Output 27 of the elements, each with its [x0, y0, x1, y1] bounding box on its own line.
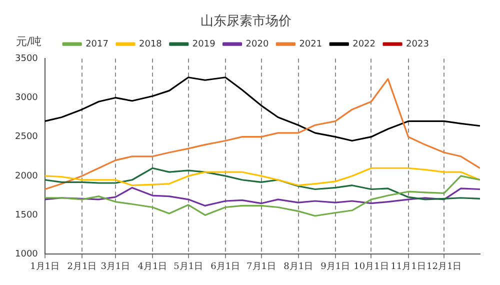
legend-label: 2022	[352, 39, 376, 50]
x-tick-label: 3月1日	[100, 262, 130, 272]
x-tick-label: 5月1日	[174, 262, 204, 272]
y-tick-label: 3500	[15, 54, 38, 64]
y-tick-label: 2500	[15, 132, 38, 142]
x-tick-label: 11月1日	[390, 262, 426, 272]
x-tick-label: 2月1日	[67, 262, 97, 272]
x-tick-label: 4月1日	[138, 262, 168, 272]
x-tick-label: 10月1日	[354, 262, 389, 272]
y-axis-title: 元/吨	[16, 34, 42, 48]
x-tick-label: 8月1日	[284, 262, 314, 272]
chart-title: 山东尿素市场价	[200, 14, 292, 30]
legend-label: 2018	[138, 39, 162, 50]
legend-label: 2023	[406, 39, 429, 50]
y-tick-label: 1000	[15, 250, 38, 260]
y-tick-label: 2000	[15, 171, 38, 182]
legend-label: 2019	[192, 39, 216, 50]
x-tick-label: 7月1日	[246, 262, 276, 272]
legend-label: 2021	[299, 39, 322, 50]
x-tick-label: 12月1日	[426, 262, 462, 272]
legend-label: 2020	[246, 39, 269, 50]
legend-label: 2017	[86, 39, 108, 50]
y-tick-label: 3000	[15, 93, 38, 104]
x-tick-label: 6月1日	[210, 262, 240, 272]
x-tick-label: 9月1日	[320, 262, 350, 272]
y-tick-label: 1500	[15, 210, 38, 220]
x-tick-label: 1月1日	[30, 262, 60, 272]
